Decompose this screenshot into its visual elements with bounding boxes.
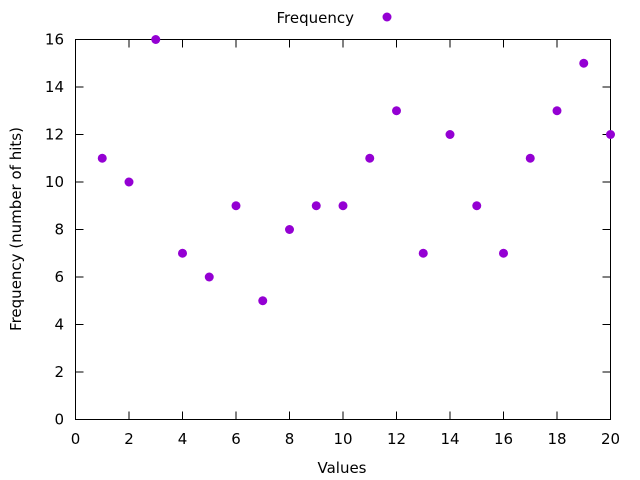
x-tick-label: 20 [601,430,620,448]
x-tick-label: 14 [440,430,459,448]
data-point [606,130,615,139]
y-tick-labels: 0 2 4 6 8 10 12 14 16 [45,31,64,429]
data-point [392,106,401,116]
y-tick-label: 4 [54,316,64,334]
data-points [97,35,615,306]
x-tick-label: 16 [494,430,513,448]
x-tick-label: 10 [333,430,352,448]
tick-marks [75,39,611,420]
legend-label: Frequency [277,9,355,27]
data-point [204,272,214,282]
legend: Frequency [277,9,392,27]
data-point [178,248,187,258]
x-tick-label: 8 [285,430,295,448]
data-point [525,153,535,163]
y-tick-label: 10 [45,173,64,191]
x-axis-label: Values [317,459,366,477]
data-point [285,225,294,234]
legend-marker [382,12,392,22]
data-point [338,201,348,211]
y-tick-label: 2 [54,363,64,381]
data-point [472,201,482,211]
x-tick-labels: 0 2 4 6 8 10 12 14 16 18 20 [71,430,620,448]
data-point [231,201,241,211]
x-tick-label: 0 [71,430,81,448]
x-tick-label: 18 [547,430,566,448]
data-point [97,153,107,163]
data-point [311,201,321,211]
y-tick-label: 12 [45,126,64,144]
x-tick-label: 6 [231,430,241,448]
data-point [579,58,589,68]
data-point [365,153,375,163]
y-tick-label: 6 [54,268,64,286]
x-tick-label: 4 [178,430,188,448]
y-tick-label: 14 [45,78,64,96]
data-point [124,177,134,187]
plot-frame [75,39,611,420]
x-tick-label: 2 [124,430,134,448]
y-axis-label: Frequency (number of hits) [7,127,25,331]
y-tick-label: 8 [54,221,64,239]
data-point [151,35,161,44]
data-point [499,248,508,258]
data-point [258,296,268,306]
data-point [552,106,562,116]
y-tick-label: 16 [45,31,64,49]
data-point [418,248,428,258]
x-tick-label: 12 [387,430,406,448]
y-tick-label: 0 [54,411,64,429]
data-point [445,130,455,139]
